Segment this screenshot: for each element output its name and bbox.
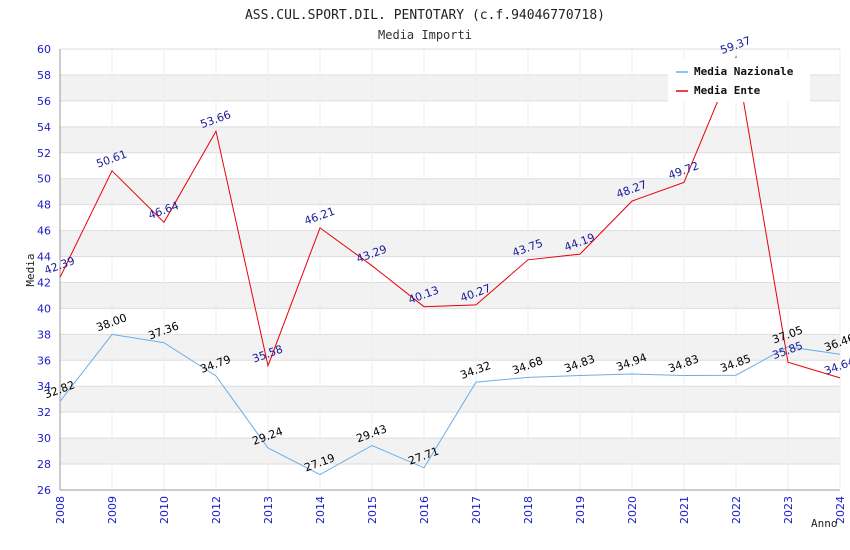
x-tick-label: 2021 [678, 496, 691, 524]
y-tick-label: 48 [37, 199, 51, 212]
x-tick-label: 2014 [314, 496, 327, 524]
y-tick-label: 52 [37, 147, 51, 160]
y-axis-label: Media [24, 253, 37, 286]
grid-band [60, 282, 840, 309]
grid-band [60, 334, 840, 361]
grid-band [60, 386, 840, 413]
x-axis-label: Anno [811, 517, 838, 530]
y-tick-label: 50 [37, 173, 51, 186]
x-tick-label: 2015 [366, 496, 379, 524]
legend-label-ente: Media Ente [694, 84, 761, 97]
x-tick-label: 2024 [834, 496, 847, 524]
grid-band [60, 126, 840, 153]
x-tick-label: 2022 [730, 496, 743, 524]
series-lines [59, 55, 841, 476]
y-tick-label: 38 [37, 328, 51, 341]
y-tick-labels: 26 28 30 32 34 36 38 40 42 44 46 48 50 52 54 56 58 60 [37, 43, 51, 497]
y-tick-label: 46 [37, 225, 51, 238]
x-tick-label: 2019 [574, 496, 587, 524]
series-line-national [59, 333, 841, 476]
y-tick-label: 34 [37, 380, 51, 393]
grid-band [60, 438, 840, 465]
y-tick-label: 32 [37, 406, 51, 419]
x-tick-label: 2017 [470, 496, 483, 524]
grid-bands [60, 74, 840, 465]
y-tick-label: 28 [37, 458, 51, 471]
y-tick-label: 54 [37, 121, 51, 134]
legend-box [668, 58, 810, 102]
y-tick-label: 42 [37, 276, 51, 289]
y-tick-label: 40 [37, 302, 51, 315]
y-tick-label: 36 [37, 354, 51, 367]
series-line-ente [59, 55, 841, 379]
x-tick-label: 2012 [210, 496, 223, 524]
y-tick-label: 26 [37, 484, 51, 497]
legend: Media Nazionale Media Ente [668, 58, 810, 102]
x-tick-label: 2018 [522, 496, 535, 524]
grid-band [60, 230, 840, 257]
x-tick-label: 2016 [418, 496, 431, 524]
chart-title: ASS.CUL.SPORT.DIL. PENTOTARY (c.f.940467… [245, 8, 605, 23]
chart-subtitle: Media Importi [378, 28, 472, 42]
axes [59, 49, 840, 491]
x-tick-label: 2020 [626, 496, 639, 524]
y-tick-label: 44 [37, 251, 51, 264]
x-tick-label: 2023 [782, 496, 795, 524]
x-tick-label: 2008 [54, 496, 67, 524]
x-tick-label: 2009 [106, 496, 119, 524]
x-tick-label: 2010 [158, 496, 171, 524]
x-tick-labels: 2008 2009 2010 2012 2013 2014 2015 2016 2017 2018… [54, 496, 847, 524]
y-tick-label: 30 [37, 432, 51, 445]
y-tick-label: 60 [37, 43, 51, 56]
grid-lines [59, 48, 841, 491]
grid-band [60, 178, 840, 205]
x-tick-label: 2013 [262, 496, 275, 524]
y-tick-label: 58 [37, 69, 51, 82]
legend-label-national: Media Nazionale [694, 65, 794, 78]
y-tick-label: 56 [37, 95, 51, 108]
